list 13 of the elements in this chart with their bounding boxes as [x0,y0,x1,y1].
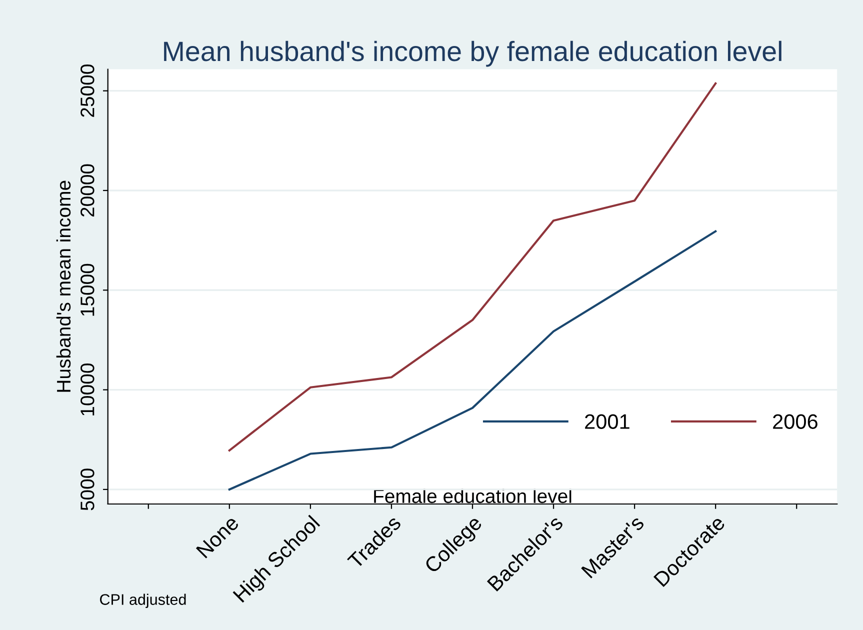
y-tick-label: 15000 [80,264,94,316]
y-tick-label: 25000 [80,64,94,117]
chart-title: Mean husband's income by female education level [164,40,782,67]
x-axis-title: Female education level [374,488,572,504]
legend-label: 2006 [773,414,818,429]
y-axis-title: Husband's mean income [56,180,71,392]
legend-label: 2001 [585,414,630,429]
line-series [228,230,717,490]
text: CPI adjusted [100,594,186,608]
y-tick-label: 10000 [80,364,94,416]
y-tick-label: 5000 [80,468,94,510]
y-tick-label: 20000 [80,164,94,217]
line-series [228,82,717,452]
